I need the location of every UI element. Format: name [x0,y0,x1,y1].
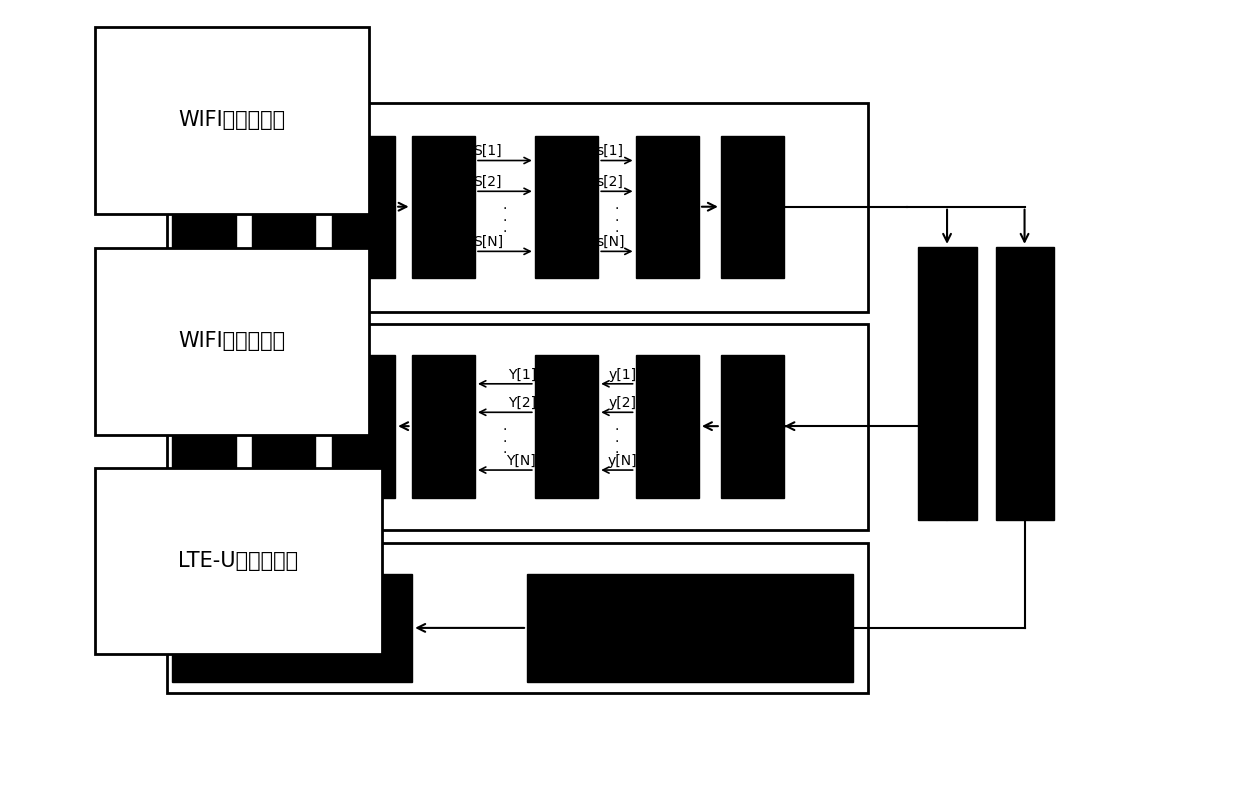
Bar [172,574,412,682]
Text: y[1]: y[1] [609,368,637,382]
Text: S[1]: S[1] [474,144,502,159]
Text: WIFI用户接收端: WIFI用户接收端 [179,332,285,352]
Bar [166,324,868,530]
Bar [996,247,1054,520]
Text: ·
·
·: · · · [615,423,619,460]
Text: Y[N]: Y[N] [507,454,536,468]
Text: Y[2]: Y[2] [508,396,536,410]
Text: S[N]: S[N] [474,235,503,249]
Text: s[2]: s[2] [596,175,624,189]
Bar [527,574,853,682]
Bar [635,355,699,497]
Bar [534,355,598,497]
Bar [412,136,475,279]
Bar [720,136,784,279]
Text: s[N]: s[N] [596,235,625,249]
Bar [166,543,868,693]
Bar [332,355,396,497]
Text: ·
·
·: · · · [502,202,507,239]
Bar [412,355,475,497]
Text: ·
·
·: · · · [615,202,619,239]
Bar [252,136,315,279]
Text: y[N]: y[N] [608,454,637,468]
Bar [635,136,699,279]
Text: y[2]: y[2] [609,396,637,410]
Text: WIFI用户发送端: WIFI用户发送端 [179,110,285,130]
Bar [919,247,977,520]
Bar [720,355,784,497]
Bar [166,103,868,312]
Text: ·
·
·: · · · [502,423,507,460]
Bar [172,136,236,279]
Text: S[2]: S[2] [474,175,502,189]
Bar [252,355,315,497]
Bar [172,355,236,497]
Bar [332,136,396,279]
Text: LTE-U感知接收端: LTE-U感知接收端 [179,551,299,571]
Text: Y[1]: Y[1] [508,368,536,382]
Bar [534,136,598,279]
Text: s[1]: s[1] [596,144,624,159]
